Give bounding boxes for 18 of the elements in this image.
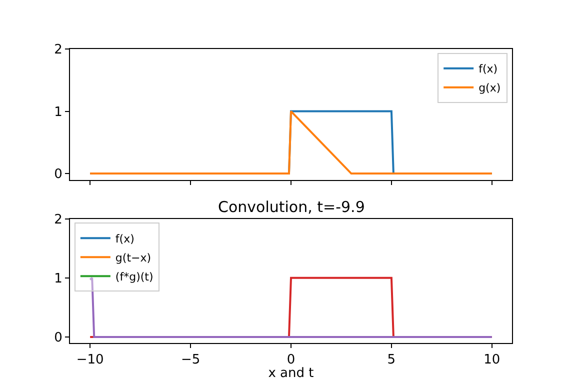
x-tick-label: 10 [484, 352, 500, 368]
x-axis-title: x and t [268, 366, 314, 381]
y-tick-label: 0 [54, 167, 62, 182]
legend-label: g(t−x) [115, 251, 152, 264]
y-tick-label: 1 [54, 271, 62, 286]
x-tick-label: 5 [387, 352, 396, 368]
x-tick-label: −5 [180, 352, 200, 368]
y-tick-label: 2 [54, 212, 62, 228]
y-tick-label: 0 [54, 330, 62, 346]
legend-label: f(x) [115, 232, 134, 246]
chart-title: Convolution, t=-9.9 [218, 198, 365, 216]
legend-label: (f*g)(t) [115, 270, 154, 284]
x-tick-label: −10 [76, 352, 104, 368]
legend-label: g(x) [478, 82, 501, 95]
x-tick-label: 0 [286, 352, 296, 368]
legend-label: f(x) [478, 62, 498, 76]
y-tick-label: 2 [54, 42, 62, 58]
y-tick-label: 1 [54, 104, 62, 120]
